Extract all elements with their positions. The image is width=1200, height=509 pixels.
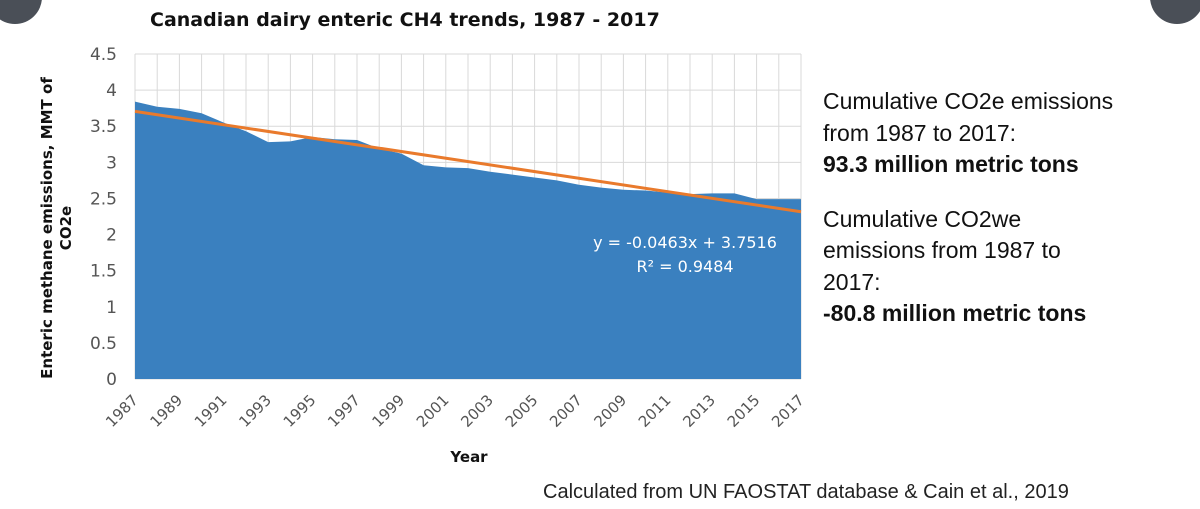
x-tick-label: 2001 (413, 391, 453, 431)
y-axis-ticks: 0 0.5 1 1.5 2 2.5 3 3.5 4 4.5 (90, 45, 117, 390)
x-tick-label: 2015 (724, 391, 764, 431)
x-tick-label: 1995 (280, 391, 320, 431)
y-tick-label: 0 (106, 370, 117, 390)
x-tick-label: 1987 (102, 391, 142, 431)
trendline-r-squared: R² = 0.9484 (636, 257, 733, 276)
trendline-equation: y = -0.0463x + 3.7516 (593, 233, 777, 252)
x-tick-label: 1993 (235, 391, 275, 431)
y-tick-label: 1.5 (90, 262, 117, 282)
co2e-line2: from 1987 to 2017: (823, 119, 1017, 146)
y-tick-label: 2.5 (90, 189, 117, 209)
x-axis-ticks: 1987 1989 1991 1993 1995 1997 1999 2001 2003 2005… (102, 391, 808, 431)
y-tick-label: 0.5 (90, 334, 117, 354)
x-tick-label: 1989 (146, 391, 186, 431)
co2we-line2: emissions from 1987 to (823, 237, 1061, 263)
y-tick-label: 4 (106, 81, 117, 101)
x-tick-label: 2005 (502, 391, 542, 431)
x-tick-label: 2011 (635, 391, 675, 431)
y-tick-label: 3.5 (90, 117, 117, 137)
x-tick-label: 1997 (324, 391, 364, 431)
x-tick-label: 1999 (368, 391, 408, 431)
x-tick-label: 2003 (457, 391, 497, 431)
co2we-line3: 2017: (823, 268, 881, 295)
co2e-line1: Cumulative CO2e emissions (823, 88, 1114, 114)
x-tick-label: 2009 (590, 391, 630, 431)
trendline (134, 109, 802, 214)
y-axis-label-line2: CO2e (57, 206, 75, 250)
area-series-emissions (135, 101, 801, 380)
x-tick-label: 2007 (546, 391, 586, 431)
y-axis-label-line1: Enteric methane emissions, MMT of (38, 77, 56, 379)
co2we-value: -80.8 million metric tons (823, 300, 1087, 326)
y-tick-label: 1 (106, 298, 117, 318)
x-tick-label: 2013 (679, 391, 719, 431)
y-tick-label: 2 (106, 226, 117, 246)
x-tick-label: 2017 (768, 391, 808, 431)
x-axis-label: Year (449, 448, 488, 466)
y-tick-label: 3 (106, 153, 117, 173)
chart-title: Canadian dairy enteric CH4 trends, 1987 … (150, 9, 660, 31)
y-tick-label: 4.5 (90, 45, 117, 65)
co2we-line1: Cumulative CO2we (823, 205, 1022, 232)
y-axis-label: Enteric methane emissions, MMT of CO2e (38, 77, 75, 379)
co2e-value: 93.3 million metric tons (823, 151, 1079, 177)
source-note: Calculated from UN FAOSTAT database & Ca… (543, 481, 1069, 503)
x-tick-label: 1991 (191, 391, 231, 431)
cumulative-notes: Cumulative CO2e emissions from 1987 to 2… (823, 86, 1183, 330)
